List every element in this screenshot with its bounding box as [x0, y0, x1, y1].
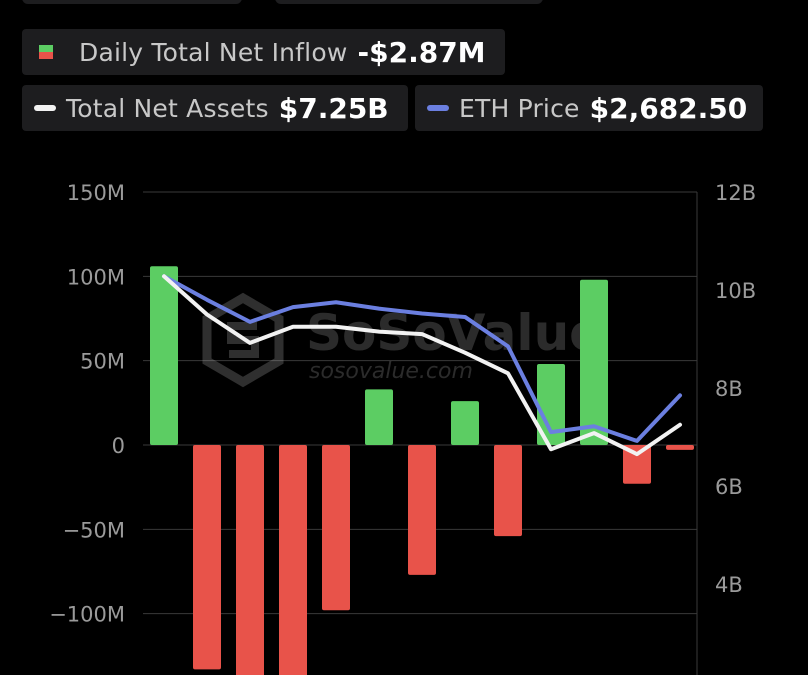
- right-tick-label: 6B: [715, 475, 743, 499]
- left-tick-label: −100M: [49, 603, 125, 627]
- tab-stub-left[interactable]: [22, 0, 242, 4]
- legend-assets: Total Net Assets $7.25B: [22, 85, 408, 131]
- legend-inflow-label: Daily Total Net Inflow: [79, 37, 348, 67]
- bar-12: [623, 445, 651, 484]
- right-tick-label: 12B: [715, 181, 756, 205]
- eth-line-icon: [427, 105, 449, 111]
- lines-group: [162, 274, 682, 457]
- bar-11: [580, 279, 608, 445]
- bar-8: [451, 401, 479, 445]
- legend-inflow-value: -$2.87M: [357, 35, 486, 69]
- legend-assets-value: $7.25B: [278, 91, 389, 125]
- legend-eth: ETH Price $2,682.50: [415, 85, 763, 131]
- bar-2: [193, 445, 221, 670]
- bar-9: [494, 445, 522, 537]
- bar-3: [236, 445, 264, 675]
- right-tick-label: 8B: [715, 377, 743, 401]
- left-tick-label: 100M: [67, 265, 125, 289]
- right-tick-label: 10B: [715, 279, 756, 303]
- total-net-assets-line: [162, 274, 682, 457]
- legend-eth-value: $2,682.50: [589, 91, 748, 125]
- tab-stub-right[interactable]: [275, 0, 543, 4]
- left-tick-label: −50M: [63, 518, 125, 542]
- assets-line-icon: [34, 105, 56, 111]
- left-tick-label: 150M: [67, 181, 125, 205]
- bar-4: [279, 445, 307, 675]
- bar-13: [666, 445, 694, 450]
- right-axis: 12B 10B 8B 6B 4B: [715, 181, 756, 597]
- bar-10: [537, 364, 565, 445]
- bar-5: [322, 445, 350, 611]
- eth-price-line: [162, 274, 682, 443]
- inflow-swatch-icon: [39, 45, 53, 59]
- watermark-brand: SoSoValue: [306, 304, 603, 362]
- left-tick-label: 0: [112, 434, 125, 458]
- legend-inflow: Daily Total Net Inflow -$2.87M: [22, 29, 505, 75]
- bar-6: [365, 389, 393, 445]
- bars-group: [150, 266, 694, 675]
- watermark-url: sosovalue.com: [309, 359, 473, 384]
- legend-eth-label: ETH Price: [459, 93, 580, 123]
- watermark: SoSoValue sosovalue.com: [202, 292, 603, 388]
- bar-7: [408, 445, 436, 575]
- right-tick-label: 4B: [715, 573, 743, 597]
- bar-1: [150, 266, 178, 445]
- legend-assets-label: Total Net Assets: [66, 93, 269, 123]
- left-tick-label: 50M: [80, 350, 125, 374]
- left-axis: 150M 100M 50M 0 −50M −100M: [49, 181, 125, 627]
